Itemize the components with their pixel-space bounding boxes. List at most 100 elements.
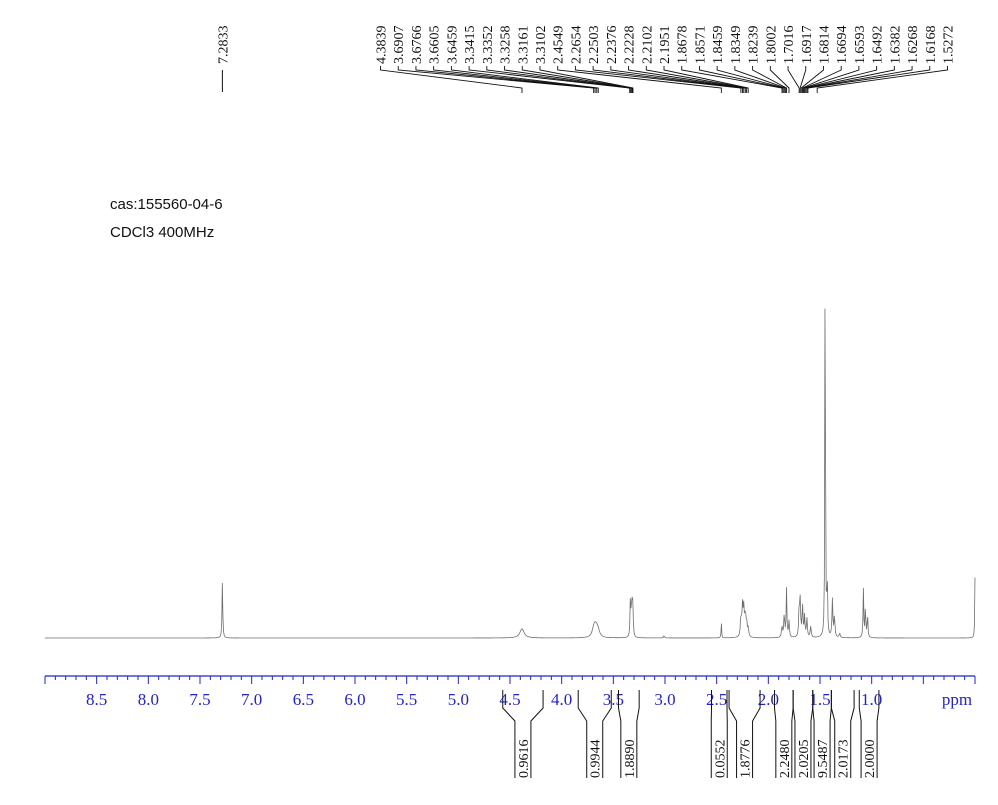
peak-label-connector [681, 66, 783, 93]
peak-label-connector [800, 66, 824, 93]
integral-value: 1.8776 [739, 740, 754, 779]
peak-label-connector [807, 66, 931, 93]
peak-label: 4.3839 [375, 26, 390, 65]
x-tick-label: 3.5 [603, 690, 624, 709]
peak-label: 2.2376 [605, 26, 620, 65]
peak-label: 3.3415 [463, 26, 478, 65]
peak-label-connector [716, 66, 785, 93]
x-tick-label: 5.5 [396, 690, 417, 709]
solvent-frequency-label: CDCl3 400MHz [110, 224, 215, 241]
peak-label: 2.2654 [569, 26, 584, 65]
peak-label: 1.8459 [711, 26, 726, 65]
peak-label-connector [645, 66, 748, 93]
peak-label-connector [734, 66, 786, 93]
integral-value: 0.0552 [713, 740, 728, 779]
peak-label-connector [521, 66, 633, 93]
peak-label: 3.3352 [481, 26, 496, 65]
peak-label-connector [557, 66, 722, 93]
spectrum-trace [45, 308, 976, 639]
integral-value: 0.9616 [517, 740, 532, 779]
x-tick-label: 2.5 [706, 690, 727, 709]
peak-label-connector [752, 66, 787, 93]
peak-label: 2.2102 [640, 26, 655, 65]
peak-label-connector [574, 66, 742, 93]
peak-label: 3.6766 [410, 26, 425, 65]
peak-label-connector [539, 66, 634, 93]
peak-label: 1.8002 [764, 26, 779, 65]
peak-label-connector [450, 66, 599, 93]
peak-label: 3.6907 [392, 26, 407, 65]
peak-label: 1.8571 [693, 26, 708, 65]
peak-label-connector [787, 66, 800, 93]
integral-value: 2.0000 [863, 740, 878, 779]
peak-label: 1.6593 [853, 26, 868, 65]
x-tick-label: 4.5 [499, 690, 520, 709]
x-tick-label: 8.5 [86, 690, 107, 709]
peak-label: 1.6814 [817, 26, 832, 65]
peak-label-connector [592, 66, 743, 93]
peak-label: 2.1951 [658, 26, 673, 65]
peak-label-connector [415, 66, 596, 93]
peak-label-connector [610, 66, 745, 93]
x-tick-label: 5.0 [448, 690, 469, 709]
x-tick-label: 7.5 [189, 690, 210, 709]
peak-label-connector [663, 66, 749, 93]
spectrum-layer [45, 308, 976, 639]
peak-label-connector [628, 66, 746, 93]
integral-bracket [618, 690, 640, 778]
x-tick-label: 2.0 [758, 690, 779, 709]
peak-label: 1.6492 [871, 26, 886, 65]
integral-bracket [577, 690, 612, 778]
peak-label-connector [804, 66, 878, 93]
peak-label-connector [397, 66, 595, 93]
x-tick-label: 8.0 [138, 690, 159, 709]
peak-label: 1.5272 [942, 26, 957, 65]
x-tick-label: 1.5 [809, 690, 830, 709]
integral-value: 2.2480 [778, 740, 793, 779]
peak-label: 3.6605 [428, 26, 443, 65]
integral-bracket [502, 690, 544, 778]
integral-value: 1.8890 [623, 740, 638, 779]
peak-label: 1.6168 [924, 26, 939, 65]
peak-label: 3.3161 [516, 26, 531, 65]
peak-label: 1.8349 [729, 26, 744, 65]
peak-label-connector [805, 66, 895, 93]
peak-label-layer: 7.2833 4.3839 3.6907 3.6766 3.6605 3.6459 3.34… [216, 26, 957, 93]
x-tick-label: 7.0 [241, 690, 262, 709]
integral-value: 2.0205 [797, 740, 812, 779]
integral-layer: 0.9616 0.9944 1.8890 0.0552 1.8776 2.2480 2.02… [502, 690, 880, 779]
peak-label: 1.6382 [888, 26, 903, 65]
peak-label-connector [468, 66, 631, 93]
integral-value: 9.5487 [816, 740, 831, 779]
peak-label-connector [698, 66, 784, 93]
peak-label: 3.3258 [499, 26, 514, 65]
peak-label: 7.2833 [216, 26, 231, 65]
peak-label: 1.8678 [676, 26, 691, 65]
peak-label-connector [799, 66, 807, 93]
ppm-axis: 8.5 8.0 7.5 7.0 6.5 6.0 5.5 5.0 4.5 4.0 3.5 3.0 2.5 2… [44, 675, 976, 709]
peak-label-connector [433, 66, 598, 93]
peak-label: 1.6694 [835, 26, 850, 65]
integral-bracket [710, 690, 728, 778]
peak-label: 3.6459 [445, 26, 460, 65]
x-tick-label: 1.0 [861, 690, 882, 709]
peak-label: 1.7016 [782, 26, 797, 65]
peak-label: 2.2503 [587, 26, 602, 65]
integral-bracket [858, 690, 880, 778]
peak-label: 1.6917 [800, 26, 815, 65]
peak-label: 2.2228 [623, 26, 638, 65]
peak-label: 1.8239 [747, 26, 762, 65]
peak-label: 1.6268 [906, 26, 921, 65]
x-tick-label: 4.0 [551, 690, 572, 709]
cas-number-label: cas:155560-04-6 [110, 196, 223, 213]
peak-label-connector [769, 66, 790, 93]
peak-label-connector [486, 66, 631, 93]
peak-label-connector [816, 66, 948, 93]
peak-label-connector [504, 66, 632, 93]
x-tick-label: 3.0 [654, 690, 675, 709]
peak-label: 2.4549 [552, 26, 567, 65]
x-tick-label: 6.5 [293, 690, 314, 709]
x-tick-label: 6.0 [344, 690, 365, 709]
peak-label-connector [380, 66, 523, 93]
